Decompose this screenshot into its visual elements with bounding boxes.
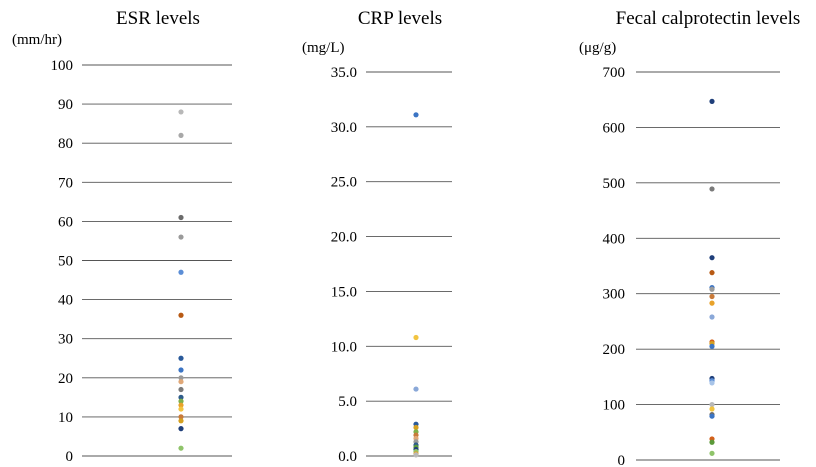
- data-point: [178, 234, 184, 240]
- chart-3: Fecal calprotectin levels(μg/g) 0 100 200 30…: [579, 8, 800, 467]
- y-tick-label: 10: [58, 410, 73, 426]
- y-tick-label: 300: [603, 287, 626, 303]
- data-point: [709, 314, 715, 320]
- data-point: [178, 109, 184, 115]
- chart-title: Fecal calprotectin levels: [616, 8, 801, 29]
- data-point: [709, 270, 715, 276]
- y-tick-label: 70: [58, 175, 73, 191]
- data-point: [709, 380, 715, 386]
- data-point: [178, 402, 184, 408]
- y-tick-label: 25.0: [331, 175, 357, 191]
- y-tick-label: 60: [58, 214, 73, 230]
- y-tick-label: 600: [603, 120, 626, 136]
- data-point: [709, 439, 715, 445]
- data-point: [178, 418, 184, 424]
- data-point: [709, 186, 715, 192]
- data-point: [709, 293, 715, 300]
- data-point: [413, 452, 419, 458]
- data-point: [709, 255, 715, 261]
- data-point: [178, 312, 184, 318]
- y-tick-label: 0.0: [338, 449, 357, 465]
- data-point: [178, 269, 184, 275]
- data-point: [178, 379, 184, 385]
- y-tick-label: 15.0: [331, 284, 357, 300]
- y-tick-label: 30: [58, 332, 73, 348]
- data-point: [178, 414, 184, 420]
- chart-2: CRP levels (mg/L) 0.0 5.0 10.0 15.0 20.0 25.0 30…: [302, 8, 452, 465]
- y-tick-label: 0: [66, 449, 74, 465]
- y-tick-label: 5.0: [338, 394, 357, 410]
- data-point: [178, 367, 184, 373]
- y-tick-label: 20: [58, 371, 73, 387]
- chart-title: CRP levels: [358, 8, 442, 29]
- data-point: [178, 375, 184, 381]
- y-tick-label: 400: [603, 231, 626, 247]
- data-point: [178, 406, 184, 412]
- data-point: [178, 132, 184, 138]
- y-tick-label: 30.0: [331, 120, 357, 136]
- y-tick-label: 100: [51, 58, 74, 74]
- y-tick-label: 700: [603, 65, 626, 81]
- y-tick-label: 200: [603, 342, 626, 358]
- y-tick-label: 0: [618, 453, 626, 467]
- y-tick-label: 500: [603, 176, 626, 192]
- y-axis-unit-label: (mg/L): [302, 40, 345, 56]
- y-tick-label: 80: [58, 136, 73, 152]
- y-tick-label: 35.0: [331, 65, 357, 81]
- y-tick-label: 90: [58, 97, 73, 113]
- data-point: [178, 214, 184, 221]
- data-point: [178, 386, 184, 393]
- data-point: [709, 450, 715, 456]
- y-tick-label: 100: [603, 398, 626, 414]
- data-point: [413, 334, 419, 341]
- data-point: [178, 355, 184, 361]
- data-point: [709, 401, 715, 408]
- data-point: [709, 98, 715, 104]
- y-tick-label: 10.0: [331, 339, 357, 355]
- data-point: [413, 424, 419, 431]
- y-axis-unit-label: (μg/g): [579, 40, 616, 56]
- data-point: [709, 413, 715, 419]
- data-point: [709, 343, 715, 349]
- y-tick-label: 50: [58, 254, 73, 270]
- data-point: [709, 286, 715, 292]
- y-axis-unit-label: (mm/hr): [12, 32, 62, 48]
- data-point: [178, 445, 184, 451]
- y-tick-label: 20.0: [331, 230, 357, 246]
- chart-1: ESR levels (mm/hr) 0 10 20 30 40 50 60 70 80 90 100: [12, 8, 232, 465]
- y-tick-label: 40: [58, 293, 73, 309]
- data-point: [178, 398, 184, 404]
- chart-title: ESR levels: [116, 8, 200, 29]
- data-point: [709, 406, 715, 412]
- data-point: [709, 300, 715, 306]
- data-point: [178, 394, 184, 400]
- data-point: [413, 112, 419, 118]
- data-point: [413, 386, 419, 392]
- data-point: [178, 426, 184, 432]
